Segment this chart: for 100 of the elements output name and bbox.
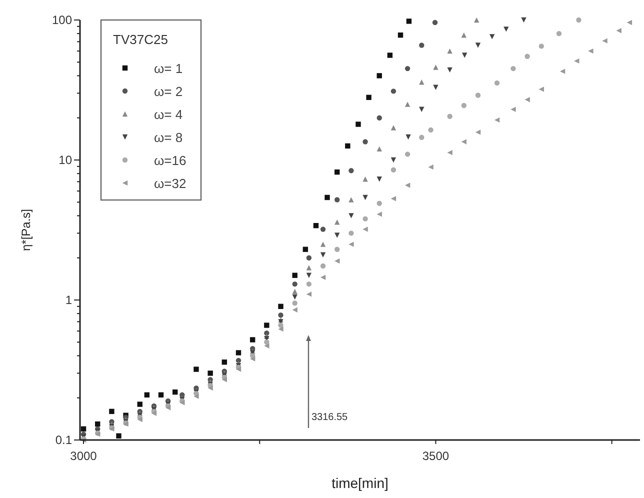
point (447, 150, 452, 156)
legend-title: TV37C25 (113, 32, 168, 47)
point (398, 32, 404, 38)
point (489, 34, 495, 40)
point (306, 265, 312, 270)
point (404, 152, 410, 157)
legend-label: ω=16 (154, 153, 186, 168)
point (292, 272, 298, 278)
point (428, 164, 434, 170)
point (447, 114, 452, 119)
point (222, 377, 228, 382)
point (292, 307, 298, 312)
point (208, 370, 213, 376)
point (390, 88, 396, 94)
point (306, 281, 312, 287)
point (306, 255, 312, 260)
point (278, 326, 284, 332)
point (334, 220, 340, 225)
point (278, 304, 284, 310)
point (538, 44, 544, 49)
y-axis-title: η*[Pa.s] (19, 208, 33, 252)
point (419, 80, 424, 85)
point (494, 80, 500, 86)
point (376, 176, 382, 182)
point (320, 242, 326, 247)
point (222, 360, 228, 365)
legend-label: ω= 8 (154, 130, 183, 145)
point (602, 38, 608, 44)
point (348, 197, 354, 202)
point (475, 42, 481, 48)
point (390, 157, 396, 163)
point (324, 194, 330, 200)
point (116, 433, 122, 438)
point (292, 300, 298, 306)
point (334, 232, 340, 238)
point (447, 48, 452, 54)
point (474, 17, 480, 23)
point (432, 20, 438, 26)
point (362, 226, 368, 232)
point (376, 115, 382, 120)
point (348, 242, 354, 247)
point (406, 134, 411, 140)
point (158, 392, 164, 398)
point (264, 322, 270, 328)
point (264, 343, 270, 349)
point (250, 337, 256, 342)
point (292, 294, 298, 300)
point (462, 52, 468, 58)
point (278, 312, 284, 318)
point (292, 288, 298, 294)
point (109, 408, 114, 414)
point (95, 421, 100, 427)
point (172, 389, 178, 395)
point (521, 17, 526, 23)
point (362, 176, 368, 182)
point (194, 366, 199, 372)
point (320, 252, 326, 258)
point (461, 139, 466, 144)
point (362, 139, 368, 144)
point (461, 32, 466, 38)
point (356, 122, 361, 127)
point (362, 216, 368, 222)
point (504, 26, 509, 32)
point (576, 17, 582, 23)
point (334, 258, 340, 264)
point (376, 73, 382, 78)
point (320, 226, 326, 232)
point (302, 246, 308, 252)
point (560, 68, 566, 74)
point (556, 30, 562, 36)
point (510, 66, 516, 72)
point (447, 67, 452, 73)
point (348, 213, 354, 218)
point (510, 106, 516, 112)
legend-label: ω= 2 (154, 84, 183, 99)
point (250, 356, 256, 362)
point (306, 292, 312, 297)
point (494, 117, 500, 123)
legend-label: ω= 1 (154, 61, 183, 76)
point (390, 167, 396, 172)
point (419, 42, 424, 48)
point (278, 322, 284, 328)
point (475, 130, 481, 135)
point (404, 182, 410, 188)
point (320, 263, 326, 269)
point (292, 281, 298, 287)
x-tick-label: 3000 (70, 449, 98, 463)
annotation: 3316.55 (311, 412, 348, 423)
point (406, 18, 412, 24)
point (320, 274, 326, 280)
point (404, 66, 410, 72)
point (616, 28, 622, 34)
point (376, 200, 382, 206)
point (80, 426, 86, 432)
y-tick-label: 0.1 (55, 433, 72, 447)
point (313, 222, 319, 228)
point (144, 392, 150, 398)
point (194, 394, 199, 399)
point (376, 212, 382, 217)
point (387, 52, 393, 58)
